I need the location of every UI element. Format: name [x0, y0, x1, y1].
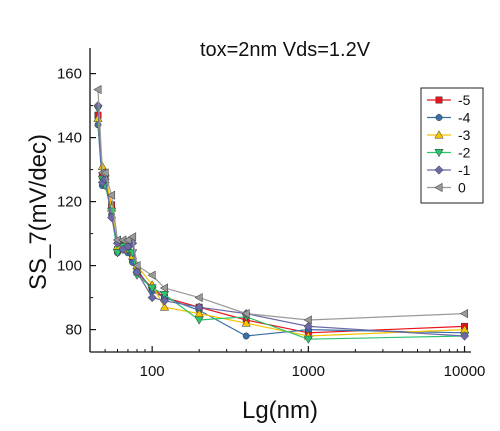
- data-point: [93, 84, 102, 95]
- legend-item: -2: [427, 145, 471, 161]
- series-2: [94, 121, 468, 340]
- legend-label: -3: [458, 127, 471, 143]
- y-tick-label: 120: [57, 194, 82, 211]
- data-point: [303, 321, 313, 331]
- legend-marker: [434, 165, 444, 175]
- data-point: [242, 332, 250, 340]
- y-tick-label: 140: [57, 130, 82, 147]
- legend-label: -4: [458, 110, 471, 126]
- data-point: [159, 290, 170, 300]
- data-point: [194, 302, 204, 312]
- data-point: [132, 260, 141, 271]
- y-tick-label: 160: [57, 66, 82, 83]
- data-point: [459, 331, 470, 341]
- y-tick-label: 80: [65, 322, 82, 339]
- series-6: [93, 84, 468, 325]
- data-point: [127, 232, 137, 242]
- x-tick-label: 10000: [444, 363, 486, 380]
- data-point: [147, 284, 157, 293]
- data-point: [132, 267, 142, 277]
- data-point: [100, 168, 109, 178]
- data-point: [106, 190, 116, 200]
- data-point: [147, 270, 156, 280]
- chart-title: tox=2nm Vds=1.2V: [200, 39, 371, 61]
- data-point: [112, 249, 123, 258]
- series-line: [97, 105, 465, 337]
- legend-marker: [435, 114, 443, 121]
- series-4: [93, 105, 470, 344]
- legend-item: -5: [427, 92, 471, 108]
- y-axis-label: SS_7(mV/dec): [25, 134, 52, 290]
- x-axis-label: Lg(nm): [242, 397, 318, 424]
- series-3: [93, 113, 470, 340]
- series-1: [94, 111, 468, 337]
- legend-label: 0: [458, 180, 466, 196]
- data-point: [194, 316, 204, 325]
- legend-marker: [435, 96, 443, 104]
- axis-ticks: 80 100 120 140 160 100 1000 10000: [57, 66, 485, 380]
- legend-item: -1: [427, 162, 471, 178]
- data-point: [159, 302, 170, 311]
- series-layer: [93, 84, 470, 344]
- data-point: [241, 308, 250, 319]
- series-5: [93, 101, 470, 341]
- data-point: [459, 308, 468, 319]
- legend-box: [420, 87, 484, 204]
- data-point: [303, 315, 312, 325]
- data-point: [241, 318, 251, 327]
- data-point: [303, 335, 313, 344]
- legend-item: -3: [427, 127, 471, 143]
- data-point: [159, 296, 170, 306]
- x-tick-label: 100: [140, 363, 165, 380]
- x-tick-label: 1000: [292, 363, 325, 380]
- data-point: [147, 293, 157, 303]
- legend-label: -2: [458, 145, 471, 161]
- legend-marker: [434, 182, 443, 193]
- legend-label: -1: [458, 162, 471, 178]
- series-line: [97, 108, 465, 340]
- data-point: [93, 101, 103, 111]
- legend-label: -5: [458, 92, 471, 108]
- legend-marker: [434, 149, 444, 158]
- plot-frame: [89, 48, 471, 353]
- legend-marker: [434, 130, 444, 139]
- legend-item: -4: [427, 110, 471, 126]
- data-point: [159, 283, 168, 293]
- y-tick-label: 100: [57, 258, 82, 275]
- data-point: [194, 292, 203, 303]
- legend: -5 -4-3 -2-1 0: [420, 87, 484, 204]
- data-point: [123, 235, 132, 245]
- legend-item: 0: [427, 180, 466, 196]
- series-line: [97, 124, 465, 337]
- series-line: [97, 118, 465, 337]
